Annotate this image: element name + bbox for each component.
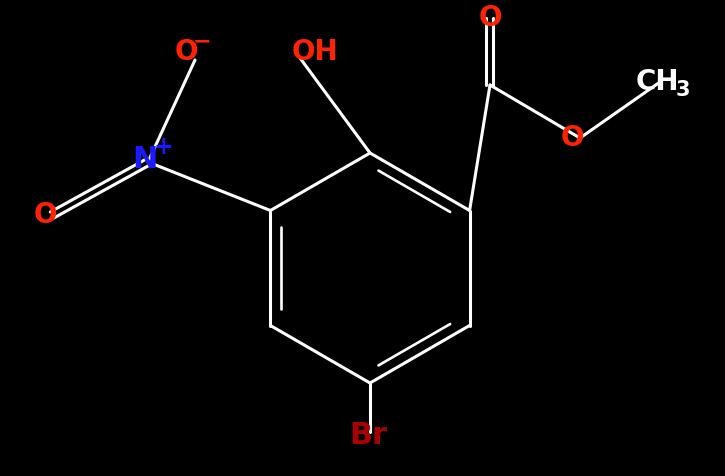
Text: O: O (478, 4, 502, 32)
Text: CH: CH (635, 68, 679, 96)
Text: O: O (174, 38, 198, 66)
Text: OH: OH (291, 38, 339, 66)
Text: O: O (33, 201, 57, 229)
Text: 3: 3 (676, 80, 690, 100)
Text: O: O (560, 124, 584, 152)
Text: N: N (132, 146, 157, 175)
Text: +: + (153, 135, 173, 159)
Text: Br: Br (349, 420, 387, 449)
Text: −: − (193, 31, 211, 51)
